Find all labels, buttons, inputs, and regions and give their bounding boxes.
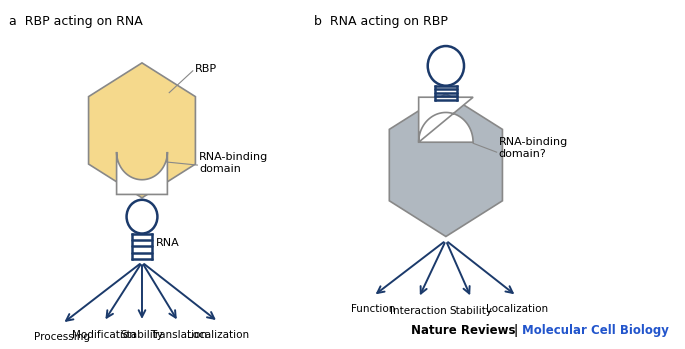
Polygon shape: [116, 152, 167, 194]
Text: RNA-binding
domain: RNA-binding domain: [199, 152, 269, 174]
Text: RNA: RNA: [155, 238, 179, 248]
Text: RNA-binding
domain?: RNA-binding domain?: [499, 138, 568, 159]
Text: a  RBP acting on RNA: a RBP acting on RNA: [9, 15, 142, 28]
Text: b  RNA acting on RBP: b RNA acting on RBP: [314, 15, 448, 28]
Text: Nature Reviews: Nature Reviews: [412, 324, 516, 337]
Polygon shape: [389, 94, 502, 237]
Text: Interaction: Interaction: [390, 306, 447, 316]
Text: Function: Function: [351, 304, 395, 314]
Text: Modification: Modification: [72, 330, 136, 340]
Text: Molecular Cell Biology: Molecular Cell Biology: [522, 324, 669, 337]
Text: RBP: RBP: [195, 64, 216, 74]
Text: Translation: Translation: [150, 330, 207, 340]
Text: Localization: Localization: [187, 330, 249, 340]
Polygon shape: [419, 97, 473, 142]
Text: Stability: Stability: [121, 330, 164, 340]
Text: Stability: Stability: [450, 306, 493, 316]
Polygon shape: [88, 63, 195, 198]
Text: |: |: [513, 324, 517, 337]
Text: Processing: Processing: [34, 332, 90, 342]
Text: Localization: Localization: [486, 304, 548, 314]
